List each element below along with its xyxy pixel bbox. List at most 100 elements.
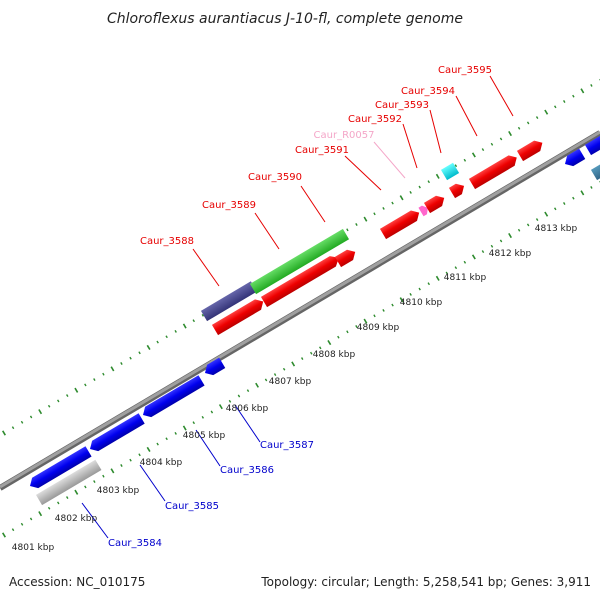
minor-tick (463, 158, 467, 162)
minor-tick (562, 100, 566, 103)
minor-tick (535, 116, 539, 119)
gene-label-caur-3588[interactable]: Caur_3588 (140, 236, 194, 247)
minor-tick (84, 383, 87, 387)
gene-label-caur-3586[interactable]: Caur_3586 (220, 465, 274, 476)
minor-tick (463, 260, 467, 264)
gene-right-edge-teal[interactable] (590, 162, 600, 181)
lower-gene-labels: Caur_3584 Caur_3585 Caur_3586 Caur_3587 (81, 404, 314, 549)
minor-tick (427, 180, 431, 184)
minor-tick (201, 415, 205, 419)
minor-tick (138, 453, 141, 457)
upper-gene-labels: Caur_3588 Caur_3589 Caur_3590 Caur_3591 … (140, 65, 514, 287)
minor-tick (129, 356, 132, 360)
minor-tick (382, 207, 385, 210)
minor-tick (165, 335, 168, 339)
minor-tick (246, 389, 250, 393)
major-tick (38, 409, 43, 415)
gene-caur-3584-gray[interactable] (35, 459, 102, 506)
minor-tick (237, 394, 241, 398)
gene-caur-3595[interactable] (516, 138, 545, 162)
minor-tick (517, 228, 521, 232)
minor-tick (572, 94, 575, 98)
minor-tick (47, 404, 51, 408)
major-tick (74, 387, 79, 393)
gene-caur-3588-purple[interactable] (200, 281, 257, 322)
major-tick (146, 344, 151, 351)
minor-tick (526, 223, 530, 227)
minor-tick (427, 282, 431, 286)
gene-label-caur-3584[interactable]: Caur_3584 (108, 538, 162, 549)
major-tick (471, 152, 476, 158)
gene-label-caur-r0057[interactable]: Caur_R0057 (314, 130, 375, 141)
gene-right-edge-blue[interactable] (562, 148, 586, 170)
gene-caur-3589-green[interactable] (249, 228, 350, 295)
genome-backbone (0, 130, 600, 489)
gene-label-caur-3595[interactable]: Caur_3595 (438, 65, 492, 76)
minor-tick (156, 340, 159, 344)
gene-label-caur-3587[interactable]: Caur_3587 (260, 440, 314, 451)
gene-right-edge-blue-2[interactable] (584, 134, 600, 156)
gene-caur-r0057[interactable] (418, 204, 430, 217)
minor-tick (499, 137, 503, 141)
minor-tick (273, 373, 277, 377)
minor-tick (535, 218, 539, 221)
minor-tick (228, 399, 232, 403)
minor-tick (418, 287, 421, 291)
minor-tick (11, 528, 15, 532)
major-tick (580, 190, 585, 196)
minor-tick (554, 207, 557, 211)
gene-caur-3593[interactable] (448, 181, 467, 199)
minor-tick (309, 351, 313, 355)
gene-caur-3585[interactable] (87, 413, 145, 454)
gene-caur-3586[interactable] (140, 375, 205, 420)
gene-caur-3594[interactable] (468, 152, 520, 190)
gene-label-caur-3589[interactable]: Caur_3589 (202, 200, 256, 211)
gene-label-caur-3585[interactable]: Caur_3585 (165, 501, 219, 512)
minor-tick (445, 271, 449, 275)
gene-caur-3590[interactable] (334, 247, 358, 268)
kbp-label: 4813 kbp (535, 224, 578, 234)
minor-tick (192, 421, 196, 425)
minor-tick (56, 501, 60, 505)
minor-tick (337, 335, 340, 339)
major-tick (110, 468, 115, 474)
gene-caur-3584[interactable] (27, 446, 92, 491)
gene-caur-3587[interactable] (202, 357, 226, 379)
major-tick (399, 297, 404, 303)
genome-title: Chloroflexus aurantiacus J-10-fl, comple… (107, 11, 463, 27)
minor-tick (29, 415, 33, 419)
minor-tick (382, 309, 385, 312)
minor-tick (20, 420, 24, 424)
gene-label-caur-3594[interactable]: Caur_3594 (401, 86, 455, 97)
minor-tick (481, 148, 485, 152)
minor-tick (499, 239, 503, 243)
minor-tick (156, 442, 159, 446)
minor-tick (120, 362, 123, 365)
minor-tick (93, 480, 96, 483)
kbp-label: 4810 kbp (400, 298, 443, 308)
gene-label-caur-3590[interactable]: Caur_3590 (248, 172, 302, 183)
gene-caur-3593-cyan[interactable] (440, 162, 460, 181)
gene-caur-3589[interactable] (260, 253, 342, 308)
minor-tick (66, 496, 69, 499)
kbp-label: 4805 kbp (183, 431, 226, 441)
gene-label-caur-3592[interactable]: Caur_3592 (348, 114, 402, 125)
major-tick (2, 532, 6, 538)
minor-tick (391, 303, 394, 307)
gene-label-caur-3591[interactable]: Caur_3591 (295, 145, 349, 156)
gene-label-caur-3593[interactable]: Caur_3593 (375, 100, 429, 111)
minor-tick (319, 346, 322, 350)
minor-tick (192, 319, 196, 323)
minor-tick (554, 105, 557, 109)
minor-tick (201, 313, 205, 317)
lower-tick-ring (2, 180, 600, 538)
gene-caur-3592[interactable] (423, 193, 447, 214)
minor-tick (129, 458, 132, 462)
minor-tick (300, 357, 304, 360)
minor-tick (174, 431, 177, 435)
major-tick (471, 254, 476, 260)
gene-caur-3591[interactable] (379, 207, 422, 240)
minor-tick (590, 84, 593, 87)
gene-caur-3588[interactable] (211, 296, 266, 336)
